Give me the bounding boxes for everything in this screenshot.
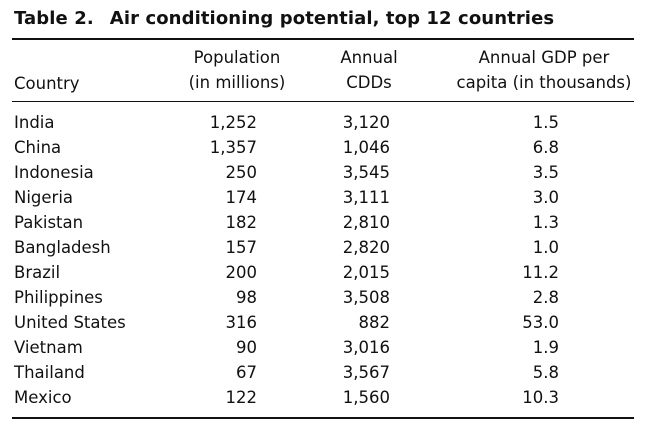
- table-row: Indonesia 250 3,545 3.5: [0, 160, 645, 185]
- header-cdds-line1: Annual: [340, 48, 398, 67]
- cell-population: 90: [236, 338, 257, 357]
- table-row: India 1,252 3,120 1.5: [0, 110, 645, 135]
- table-caption: Table 2. Air conditioning potential, top …: [14, 8, 554, 29]
- cell-cdds: 3,567: [342, 363, 390, 382]
- bottom-rule: [12, 417, 634, 419]
- cell-country: Indonesia: [14, 163, 94, 182]
- cell-population: 174: [225, 188, 258, 207]
- cell-gdp: 3.5: [532, 163, 559, 182]
- cell-country: Philippines: [14, 288, 103, 307]
- cell-population: 1,252: [209, 113, 257, 132]
- header-cdds: Annual CDDs: [328, 45, 410, 95]
- cell-gdp: 3.0: [532, 188, 559, 207]
- cell-population: 98: [236, 288, 257, 307]
- cell-population: 122: [225, 388, 258, 407]
- cell-country: India: [14, 113, 55, 132]
- cell-population: 157: [225, 238, 258, 257]
- cell-cdds: 2,015: [342, 263, 390, 282]
- header-population: Population (in millions): [182, 45, 292, 95]
- cell-country: Nigeria: [14, 188, 74, 207]
- cell-cdds: 3,120: [342, 113, 390, 132]
- cell-country: Pakistan: [14, 213, 84, 232]
- table-row: Bangladesh 157 2,820 1.0: [0, 235, 645, 260]
- table-row: Brazil 200 2,015 11.2: [0, 260, 645, 285]
- cell-population: 250: [225, 163, 258, 182]
- cell-gdp: 6.8: [532, 138, 559, 157]
- cell-cdds: 1,046: [342, 138, 390, 157]
- top-rule: [12, 38, 634, 40]
- cell-cdds: 3,508: [342, 288, 390, 307]
- cell-gdp: 10.3: [522, 388, 559, 407]
- cell-cdds: 2,820: [342, 238, 390, 257]
- cell-gdp: 1.3: [532, 213, 559, 232]
- cell-gdp: 1.9: [532, 338, 559, 357]
- table-row: Thailand 67 3,567 5.8: [0, 360, 645, 385]
- table-row: Philippines 98 3,508 2.8: [0, 285, 645, 310]
- cell-country: China: [14, 138, 62, 157]
- header-gdp-line1: Annual GDP per: [478, 48, 610, 67]
- cell-gdp: 2.8: [532, 288, 559, 307]
- cell-gdp: 5.8: [532, 363, 559, 382]
- header-rule: [12, 101, 634, 102]
- cell-cdds: 2,810: [342, 213, 390, 232]
- cell-gdp: 11.2: [522, 263, 559, 282]
- cell-cdds: 3,016: [342, 338, 390, 357]
- header-cdds-line2: CDDs: [346, 73, 392, 92]
- cell-gdp: 1.0: [532, 238, 559, 257]
- cell-gdp: 53.0: [522, 313, 559, 332]
- cell-country: Vietnam: [14, 338, 83, 357]
- cell-population: 67: [236, 363, 257, 382]
- cell-population: 200: [225, 263, 258, 282]
- table-row: Pakistan 182 2,810 1.3: [0, 210, 645, 235]
- table-title: Air conditioning potential, top 12 count…: [109, 8, 555, 29]
- table-number: Table 2.: [14, 8, 94, 29]
- cell-cdds: 3,545: [342, 163, 390, 182]
- table-row: Vietnam 90 3,016 1.9: [0, 335, 645, 360]
- header-gdp: Annual GDP per capita (in thousands): [454, 45, 634, 95]
- table-row: United States 316 882 53.0: [0, 310, 645, 335]
- cell-cdds: 1,560: [342, 388, 390, 407]
- header-country: Country: [14, 74, 80, 93]
- cell-country: Brazil: [14, 263, 61, 282]
- table-row: Nigeria 174 3,111 3.0: [0, 185, 645, 210]
- cell-country: United States: [14, 313, 126, 332]
- header-population-line1: Population: [193, 48, 281, 67]
- table-body: India 1,252 3,120 1.5 China 1,357 1,046 6.8 Indo…: [0, 110, 645, 410]
- cell-country: Bangladesh: [14, 238, 111, 257]
- cell-population: 316: [225, 313, 258, 332]
- cell-country: Thailand: [14, 363, 85, 382]
- cell-cdds: 3,111: [342, 188, 390, 207]
- header-population-line2: (in millions): [188, 73, 286, 92]
- table-row: China 1,357 1,046 6.8: [0, 135, 645, 160]
- cell-cdds: 882: [358, 313, 391, 332]
- cell-population: 1,357: [209, 138, 257, 157]
- cell-population: 182: [225, 213, 258, 232]
- header-gdp-line2: capita (in thousands): [456, 73, 632, 92]
- cell-country: Mexico: [14, 388, 72, 407]
- table-row: Mexico 122 1,560 10.3: [0, 385, 645, 410]
- cell-gdp: 1.5: [532, 113, 559, 132]
